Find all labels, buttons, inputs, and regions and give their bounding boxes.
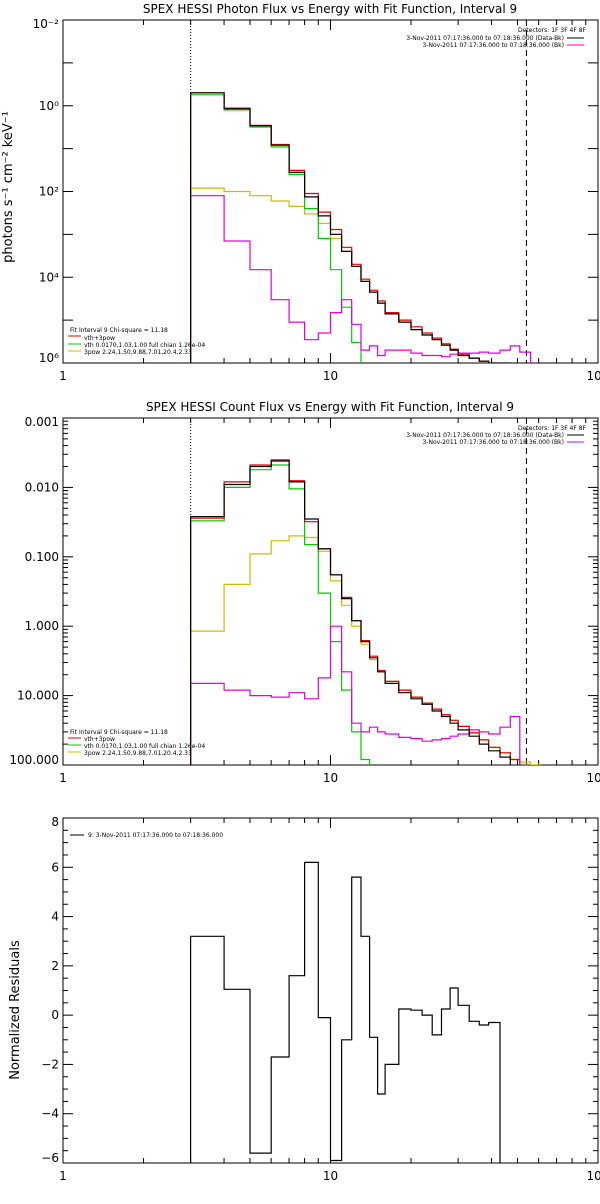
y-tick-label: −2 [41,1057,59,1071]
x-tick-label: 1 [59,369,67,383]
series-line-3 [190,464,371,765]
x-tick-label: 1 [59,1169,67,1183]
count-legend-data: 3-Nov-2011 07:17:36.000 to 07:18:36.000 … [406,432,564,439]
residuals-panel: Normalized Residuals 9: 3-Nov-2011 07:17… [8,815,600,1183]
y-tick-label: 0.100 [25,550,59,564]
x-tick-label: 10 [323,369,338,383]
series-line-3 [190,94,379,363]
photon-legend-fit: Fit Interval 9 Chi-square = 11.18 [70,327,168,334]
series-line-2 [190,92,566,363]
photon-legend-detectors: Detectors: 1F 3F 4F 8F [518,27,587,34]
y-tick-label: 0 [51,1008,59,1022]
y-tick-label: 10² [39,185,59,199]
y-tick-label: 2 [51,959,59,973]
photon-flux-panel: SPEX HESSI Photon Flux vs Energy with Fi… [1,2,600,383]
y-tick-label: 10.000 [17,689,59,703]
residuals-ylabel: Normalized Residuals [8,940,23,1080]
series-line-2 [190,459,521,765]
photon-flux-ylabel: photons s⁻¹ cm⁻² keV⁻¹ [1,111,16,263]
count-legend-3pow: 3pow 2.24,1.50,9.88,7.01,20.4,2.33 [84,750,192,757]
y-tick-label: 0.001 [25,415,59,429]
count-legend-fit: Fit Interval 9 Chi-square = 11.18 [70,729,168,736]
plot-frame [62,19,599,364]
y-tick-label: 10⁶ [39,351,59,365]
photon-legend-vth: vth 0.0170,1.03,1.00 full chian 1.26e-04 [84,342,205,349]
series-line-1 [190,625,521,765]
series-line-1 [190,195,532,363]
y-tick-label: −4 [41,1107,59,1121]
count-legend-detectors: Detectors: 1F 3F 4F 8F [518,425,587,432]
y-tick-label: 0.010 [25,480,59,494]
series-line-0 [190,460,511,765]
count-legend-bk: 3-Nov-2011 07:17:36.000 to 07:18:36.000 … [422,439,564,446]
series-line-4 [190,535,541,765]
count-flux-panel: SPEX HESSI Count Flux vs Energy with Fit… [9,400,600,785]
series-line-0 [190,92,511,363]
y-tick-label: 6 [51,860,59,874]
y-tick-label: 10⁰ [39,99,59,113]
photon-legend-bk: 3-Nov-2011 07:17:36.000 to 07:18:36.000 … [422,42,564,49]
photon-legend-model: vth+3pow [84,335,115,342]
y-tick-label: −6 [41,1151,59,1165]
y-tick-label: 10⁴ [39,270,59,284]
x-tick-label: 100 [587,771,600,785]
photon-legend-data: 3-Nov-2011 07:17:36.000 to 07:18:36.000 … [406,35,564,42]
x-tick-label: 10 [323,1169,338,1183]
y-tick-label: 4 [51,910,59,924]
y-tick-label: 1.000 [25,619,59,633]
x-tick-label: 100 [587,1169,600,1183]
plot-frame [62,417,599,766]
y-tick-label: 10⁻² [33,17,60,31]
photon-legend-3pow: 3pow 2.24,1.50,9.88,7.01,20.4,2.33 [84,349,192,356]
residuals-legend: 9: 3-Nov-2011 07:17:36.000 to 07:18:36.0… [88,832,223,839]
count-flux-title: SPEX HESSI Count Flux vs Energy with Fit… [146,400,514,414]
photon-flux-title: SPEX HESSI Photon Flux vs Energy with Fi… [143,2,517,16]
x-tick-label: 1 [59,771,67,785]
count-legend-model: vth+3pow [84,736,115,743]
y-tick-label: 8 [51,815,59,829]
y-tick-label: 100.000 [9,753,59,767]
x-tick-label: 10 [323,771,338,785]
series-line-0 [190,861,501,1163]
count-legend-vth: vth 0.0170,1.03,1.00 full chian 1.26e-04 [84,743,205,750]
x-tick-label: 100 [587,369,600,383]
